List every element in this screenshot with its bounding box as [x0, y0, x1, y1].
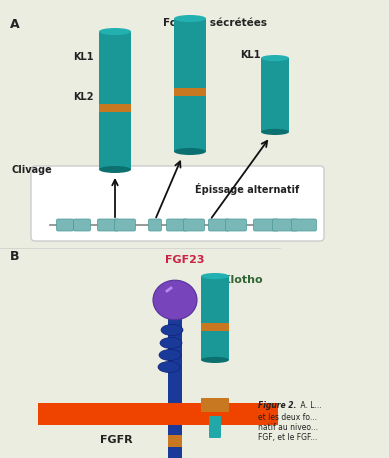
Bar — [168, 450, 182, 458]
Ellipse shape — [201, 357, 229, 363]
FancyBboxPatch shape — [273, 219, 298, 231]
FancyBboxPatch shape — [149, 219, 161, 231]
Text: KL1: KL1 — [240, 50, 261, 60]
FancyBboxPatch shape — [226, 219, 247, 231]
Text: natif au niveo...: natif au niveo... — [258, 423, 318, 432]
Ellipse shape — [261, 55, 289, 61]
FancyBboxPatch shape — [291, 219, 317, 231]
Text: FGFR: FGFR — [100, 435, 133, 445]
FancyBboxPatch shape — [74, 219, 91, 231]
Bar — [201, 323, 229, 331]
Bar — [174, 88, 206, 96]
Ellipse shape — [174, 148, 206, 155]
Ellipse shape — [99, 166, 131, 173]
Text: Clivage: Clivage — [12, 165, 53, 175]
FancyBboxPatch shape — [254, 219, 279, 231]
Text: Épissage alternatif: Épissage alternatif — [195, 183, 299, 195]
FancyBboxPatch shape — [261, 58, 289, 132]
Bar — [168, 425, 182, 458]
FancyBboxPatch shape — [201, 276, 229, 360]
Bar — [201, 398, 229, 412]
Text: et les deux fo...: et les deux fo... — [258, 413, 317, 422]
FancyBboxPatch shape — [174, 18, 206, 152]
Text: A: A — [10, 18, 19, 31]
Ellipse shape — [159, 349, 181, 360]
Text: FGF, et le FGF...: FGF, et le FGF... — [258, 433, 317, 442]
Ellipse shape — [161, 325, 183, 336]
FancyBboxPatch shape — [99, 32, 131, 169]
Ellipse shape — [158, 361, 180, 372]
Bar — [168, 435, 182, 447]
Text: FGF23: FGF23 — [165, 255, 205, 265]
Ellipse shape — [201, 273, 229, 279]
Text: A. L...: A. L... — [298, 401, 322, 410]
FancyBboxPatch shape — [184, 219, 205, 231]
FancyBboxPatch shape — [98, 219, 119, 231]
Text: Klotho: Klotho — [222, 275, 263, 285]
FancyBboxPatch shape — [31, 166, 324, 241]
FancyBboxPatch shape — [56, 219, 74, 231]
Ellipse shape — [160, 338, 182, 349]
Bar — [38, 403, 278, 425]
Text: Formes sécrétées: Formes sécrétées — [163, 18, 267, 28]
Text: Figure 2.: Figure 2. — [258, 401, 296, 410]
Bar — [99, 104, 131, 112]
FancyBboxPatch shape — [209, 416, 221, 438]
Text: KL1: KL1 — [73, 52, 93, 62]
Text: KL2: KL2 — [73, 92, 93, 102]
Ellipse shape — [174, 15, 206, 22]
Bar — [168, 315, 182, 403]
FancyBboxPatch shape — [166, 219, 187, 231]
Ellipse shape — [261, 129, 289, 135]
FancyBboxPatch shape — [114, 219, 135, 231]
Text: B: B — [10, 250, 19, 263]
Ellipse shape — [99, 28, 131, 35]
Ellipse shape — [153, 280, 197, 320]
FancyBboxPatch shape — [209, 219, 230, 231]
